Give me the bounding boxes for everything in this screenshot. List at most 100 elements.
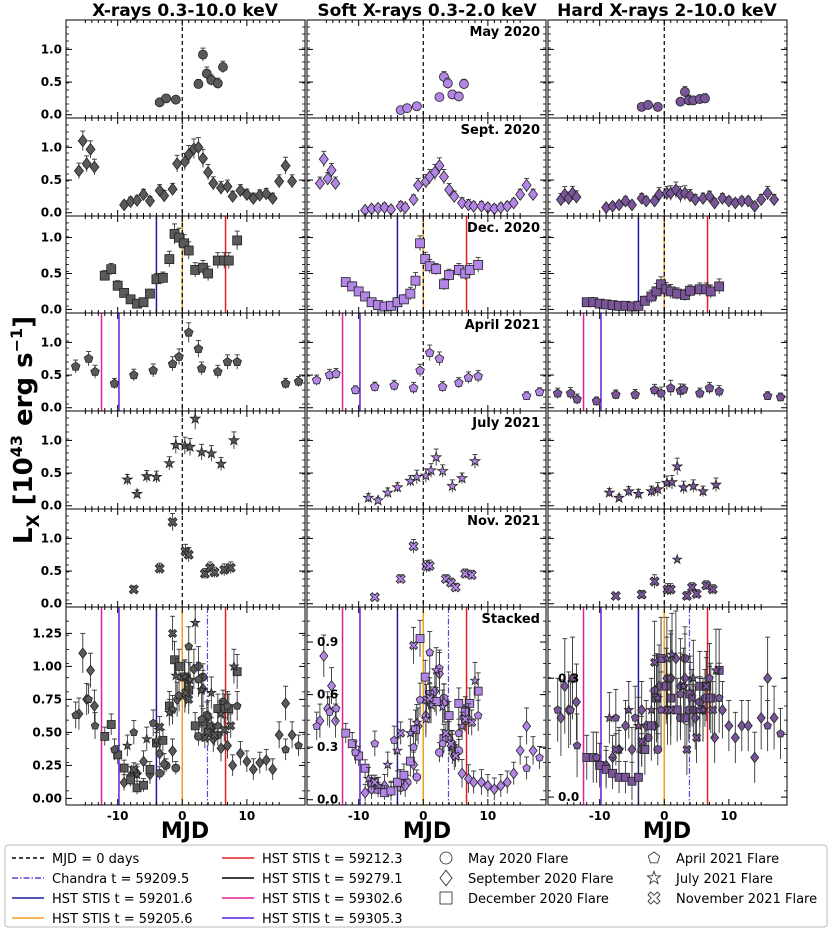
data-point: [528, 744, 538, 757]
data-point: [630, 389, 640, 399]
data-point: [468, 199, 479, 213]
data-point: [222, 180, 233, 194]
data-point: [398, 294, 409, 305]
data-point: [227, 189, 238, 203]
data-point: [362, 772, 374, 784]
data-point: [145, 288, 155, 299]
data-point: [611, 713, 621, 722]
y-tick-label: 0.25: [32, 758, 62, 772]
data-point: [446, 739, 456, 749]
data-point: [197, 152, 208, 166]
data-point: [665, 584, 676, 595]
data-point: [209, 567, 220, 578]
panel-r4-c0: 0.0 0.5 1.0: [41, 410, 306, 513]
data-point: [687, 672, 699, 684]
panel-r2-c2: [547, 215, 788, 314]
data-point: [643, 100, 654, 110]
data-point: [737, 719, 747, 732]
legend-marker: [647, 851, 661, 864]
data-point: [167, 517, 178, 528]
data-point: [653, 745, 663, 754]
data-point: [473, 259, 484, 270]
data-point: [762, 186, 773, 200]
data-point: [274, 729, 284, 741]
data-point: [150, 734, 163, 746]
data-point: [776, 729, 785, 738]
data-point: [171, 763, 181, 773]
data-point: [353, 286, 364, 297]
y-tick-label: 0.5: [41, 173, 62, 187]
y-label-units2: erg s: [9, 352, 39, 435]
data-point: [164, 254, 175, 265]
data-point: [205, 686, 217, 698]
data-point: [680, 713, 690, 723]
data-point: [232, 235, 243, 246]
data-point: [400, 201, 411, 215]
data-point: [451, 751, 461, 761]
data-point: [411, 716, 423, 728]
legend-label: November 2021 Flare: [676, 892, 817, 907]
data-point: [666, 705, 676, 715]
data-point: [521, 178, 532, 192]
data-point: [184, 642, 193, 651]
data-point: [665, 475, 679, 488]
y-tick-label: 0.75: [32, 692, 62, 706]
data-point: [242, 755, 252, 768]
data-point: [370, 381, 380, 391]
data-point: [681, 590, 692, 601]
data-point: [99, 270, 110, 281]
data-point: [150, 470, 163, 483]
data-point: [690, 193, 701, 207]
data-point: [646, 291, 657, 302]
data-point: [325, 707, 334, 716]
data-point: [183, 549, 194, 560]
data-point: [621, 719, 631, 732]
data-point: [129, 764, 139, 774]
panel-r3-c1: April 2021: [306, 312, 547, 412]
data-point: [410, 275, 421, 286]
data-point: [419, 469, 432, 481]
data-point: [371, 493, 385, 506]
data-point: [223, 701, 232, 710]
data-point: [637, 704, 647, 716]
data-point: [319, 650, 329, 662]
data-point: [509, 767, 519, 780]
data-point: [444, 183, 455, 197]
column-title-total: X-rays 0.3-10.0 keV: [92, 1, 279, 21]
x-tick-label: 10: [721, 809, 738, 823]
data-point: [469, 776, 479, 789]
data-point: [227, 433, 241, 446]
data-point: [710, 731, 720, 744]
data-point: [756, 712, 766, 724]
x-tick-label: 0: [178, 809, 186, 823]
data-point: [411, 101, 422, 112]
panel-r1-c2: [547, 117, 788, 217]
legend-marker: [439, 869, 453, 887]
data-point: [318, 152, 329, 166]
data-point: [502, 776, 512, 789]
legend: MJD = 0 days Chandra t = 59209.5 HST STIS …: [4, 844, 828, 928]
data-point: [435, 748, 444, 757]
data-point: [632, 487, 645, 500]
data-point: [710, 664, 722, 676]
data-point: [641, 194, 652, 208]
data-point: [701, 681, 711, 691]
data-point: [386, 786, 396, 796]
x-tick-label: -10: [107, 809, 129, 823]
data-point: [637, 737, 647, 747]
data-point: [572, 394, 582, 404]
data-point: [553, 705, 562, 714]
data-point: [130, 487, 144, 500]
svg-text:LX [1043 erg s−1]: LX [1043 erg s−1]: [7, 316, 44, 544]
data-point: [661, 681, 671, 691]
y-tick-label: 0.0: [41, 401, 62, 415]
data-point: [280, 159, 291, 173]
data-point: [148, 365, 158, 375]
data-point: [645, 704, 657, 715]
data-point: [228, 660, 240, 672]
data-point: [110, 745, 119, 754]
data-point: [106, 264, 117, 275]
data-point: [351, 747, 360, 757]
data-point: [168, 628, 178, 638]
data-point: [235, 747, 245, 760]
